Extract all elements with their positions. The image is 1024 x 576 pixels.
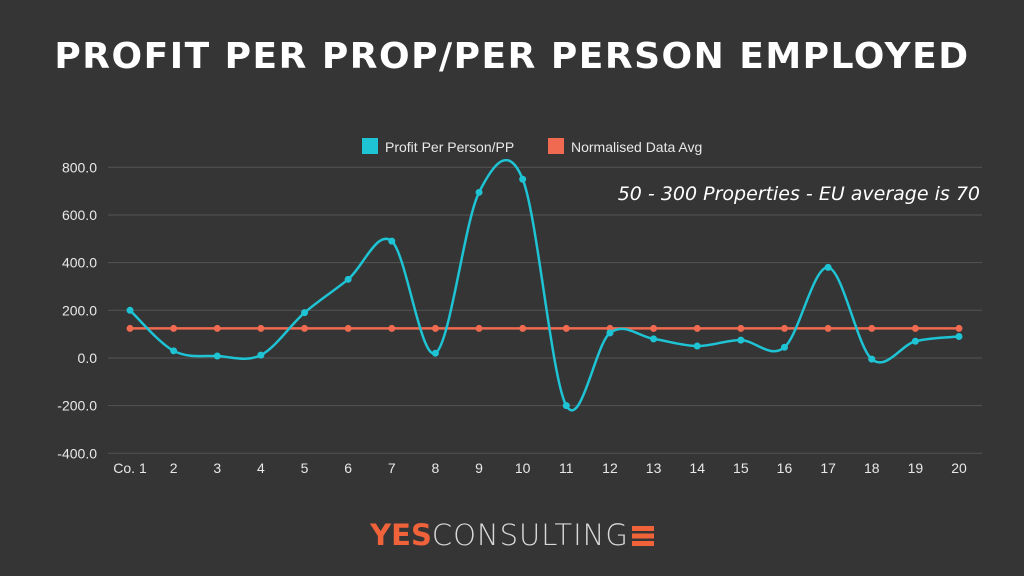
data-point bbox=[126, 324, 134, 332]
data-point bbox=[911, 324, 919, 332]
data-point bbox=[257, 351, 265, 359]
series-line bbox=[129, 158, 960, 412]
data-point bbox=[475, 188, 483, 196]
data-point bbox=[257, 324, 265, 332]
data-point bbox=[693, 342, 701, 350]
x-tick-label: 8 bbox=[432, 460, 440, 476]
data-point bbox=[650, 335, 658, 343]
data-point bbox=[824, 324, 832, 332]
data-point bbox=[475, 324, 483, 332]
data-point bbox=[388, 237, 396, 245]
data-point bbox=[562, 324, 570, 332]
data-point bbox=[650, 324, 658, 332]
data-point bbox=[955, 333, 963, 341]
data-point bbox=[519, 175, 527, 183]
x-tick-label: 15 bbox=[733, 460, 749, 476]
chart-annotation: 50 - 300 Properties - EU average is 70 bbox=[618, 183, 980, 205]
data-point bbox=[606, 329, 614, 337]
data-point bbox=[344, 275, 352, 283]
x-tick-label: 19 bbox=[908, 460, 924, 476]
data-point bbox=[824, 263, 832, 271]
data-point bbox=[344, 324, 352, 332]
data-point bbox=[780, 343, 788, 351]
x-tick-label: 17 bbox=[820, 460, 836, 476]
x-tick-label: 20 bbox=[951, 460, 967, 476]
data-point bbox=[213, 324, 221, 332]
x-tick-label: 4 bbox=[257, 460, 265, 476]
data-point bbox=[213, 352, 221, 360]
data-point bbox=[301, 309, 309, 317]
x-tick-label: 9 bbox=[475, 460, 483, 476]
data-point bbox=[431, 324, 439, 332]
data-point bbox=[562, 402, 570, 410]
data-point bbox=[868, 355, 876, 363]
data-point bbox=[693, 324, 701, 332]
legend-swatch bbox=[548, 138, 564, 154]
data-point bbox=[170, 324, 178, 332]
x-tick-label: 6 bbox=[344, 460, 352, 476]
data-point bbox=[301, 324, 309, 332]
yes-consulting-logo: YESCONSULTING bbox=[0, 518, 1024, 553]
legend-swatch bbox=[362, 138, 378, 154]
logo-bars-icon bbox=[631, 526, 654, 546]
x-tick-label: Co. 1 bbox=[113, 460, 147, 476]
y-tick-label: 800.0 bbox=[62, 159, 97, 175]
x-tick-label: 14 bbox=[689, 460, 705, 476]
y-tick-label: 0.0 bbox=[78, 350, 98, 366]
data-point bbox=[780, 324, 788, 332]
data-point bbox=[737, 336, 745, 344]
x-tick-label: 13 bbox=[646, 460, 662, 476]
y-tick-label: 400.0 bbox=[62, 255, 97, 271]
y-tick-label: 200.0 bbox=[62, 302, 97, 318]
data-point bbox=[955, 324, 963, 332]
x-tick-label: 16 bbox=[777, 460, 793, 476]
legend-label: Normalised Data Avg bbox=[571, 139, 702, 155]
data-point bbox=[868, 324, 876, 332]
y-tick-label: -200.0 bbox=[57, 398, 97, 414]
logo-light-text: CONSULTING bbox=[431, 518, 629, 552]
data-point bbox=[911, 337, 919, 345]
x-tick-label: 11 bbox=[559, 460, 574, 476]
y-tick-label: -400.0 bbox=[57, 445, 97, 461]
x-tick-label: 3 bbox=[213, 460, 221, 476]
x-tick-label: 18 bbox=[864, 460, 880, 476]
data-point bbox=[737, 324, 745, 332]
line-chart: 800.0 600.0 400.0 200.0 0.0 -200.0 -400.0 Co. 1… bbox=[57, 138, 982, 476]
x-tick-label: 5 bbox=[301, 460, 309, 476]
x-tick-label: 7 bbox=[388, 460, 396, 476]
legend-label: Profit Per Person/PP bbox=[385, 139, 514, 155]
x-tick-label: 2 bbox=[170, 460, 178, 476]
x-tick-label: 10 bbox=[515, 460, 531, 476]
data-point bbox=[431, 349, 439, 357]
y-tick-label: 600.0 bbox=[62, 207, 97, 223]
x-tick-label: 12 bbox=[602, 460, 618, 476]
logo-bold-text: YES bbox=[370, 518, 432, 552]
data-point bbox=[126, 306, 134, 314]
data-point bbox=[170, 347, 178, 355]
data-point bbox=[388, 324, 396, 332]
data-point bbox=[519, 324, 527, 332]
page-title: PROFIT PER PROP/PER PERSON EMPLOYED bbox=[54, 36, 970, 77]
